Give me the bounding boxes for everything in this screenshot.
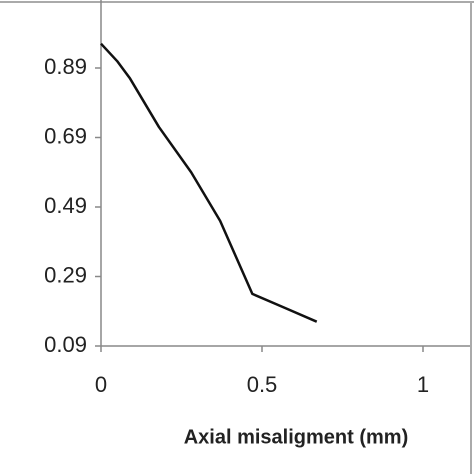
x-tick-label: 1 <box>417 372 429 397</box>
y-tick-label: 0.89 <box>44 54 87 79</box>
y-tick-label: 0.49 <box>44 193 87 218</box>
y-tick-label: 0.29 <box>44 262 87 287</box>
data-line <box>100 42 318 323</box>
y-tick-label: 0.09 <box>44 332 87 357</box>
x-tick-label: 0 <box>95 372 107 397</box>
x-axis-label: Axial misaligment (mm) <box>184 426 409 448</box>
y-tick-label: 0.69 <box>44 123 87 148</box>
x-tick-label: 0.5 <box>247 372 278 397</box>
